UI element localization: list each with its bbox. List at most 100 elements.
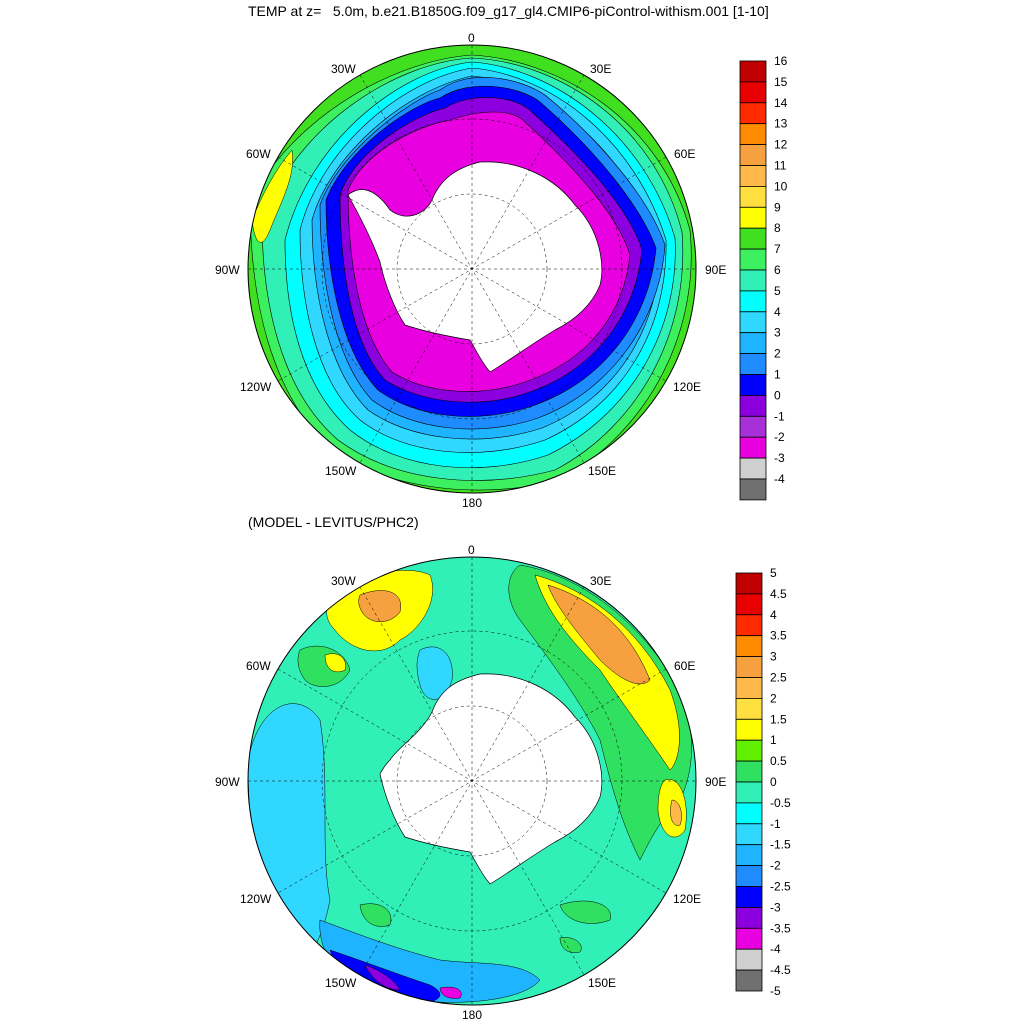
colorbar-box bbox=[739, 102, 767, 125]
lon-label-30w: 30W bbox=[331, 574, 356, 588]
lon-label-30w: 30W bbox=[331, 62, 356, 76]
colorbar-box bbox=[735, 593, 763, 616]
colorbar-box bbox=[735, 907, 763, 929]
lon-label-180: 180 bbox=[462, 496, 483, 510]
colorbar-tick-label: -2.5 bbox=[770, 880, 791, 894]
lon-label-0: 0 bbox=[468, 543, 475, 557]
colorbar-tick-label: 4.5 bbox=[770, 587, 787, 601]
colorbar-box bbox=[735, 760, 763, 783]
colorbar-tick-label: 2 bbox=[774, 347, 781, 361]
colorbar-tick-label: 1.5 bbox=[770, 712, 787, 726]
colorbar-tick-label: -5 bbox=[770, 984, 781, 998]
colorbar-box bbox=[739, 478, 767, 501]
colorbar-box bbox=[739, 311, 767, 334]
lon-label-150e: 150E bbox=[588, 976, 617, 990]
lon-label-60w: 60W bbox=[246, 147, 271, 161]
colorbar-tick-label: 1 bbox=[770, 733, 777, 747]
temperature-map-border bbox=[247, 44, 697, 494]
colorbar-tick-label: 5 bbox=[774, 284, 781, 298]
lon-label-120w: 120W bbox=[240, 380, 272, 394]
colorbar-tick-label: 8 bbox=[774, 221, 781, 235]
colorbar-box bbox=[739, 227, 767, 250]
lon-label-150e: 150E bbox=[588, 464, 617, 478]
colorbar-tick-label: -2 bbox=[770, 859, 781, 873]
colorbar-tick-label: -3.5 bbox=[770, 921, 791, 935]
colorbar-tick-label: -4 bbox=[770, 942, 781, 956]
colorbar-tick-label: -4 bbox=[774, 472, 785, 486]
colorbar-tick-label: -4.5 bbox=[770, 963, 791, 977]
colorbar-tick-label: 13 bbox=[774, 117, 788, 131]
colorbar-box bbox=[735, 969, 763, 992]
colorbar-box bbox=[735, 948, 763, 971]
colorbar-box bbox=[735, 844, 763, 867]
colorbar-tick-label: 0 bbox=[774, 388, 781, 402]
colorbar-box bbox=[739, 394, 767, 417]
lon-label-150w: 150W bbox=[325, 464, 357, 478]
colorbar-box bbox=[735, 823, 763, 846]
colorbar-tick-label: 2 bbox=[770, 691, 777, 705]
lon-label-30e: 30E bbox=[590, 62, 612, 76]
colorbar-tick-label: 9 bbox=[774, 200, 781, 214]
colorbar-tick-label: 4 bbox=[770, 608, 777, 622]
lon-label-180: 180 bbox=[462, 1008, 483, 1022]
colorbar-tick-label: 3 bbox=[770, 650, 777, 664]
colorbar-box bbox=[739, 457, 767, 480]
colorbar-tick-label: 0.5 bbox=[770, 754, 787, 768]
colorbar-box bbox=[735, 572, 763, 595]
colorbar-box bbox=[735, 614, 763, 637]
colorbar-tick-label: -3 bbox=[774, 451, 785, 465]
colorbar-box bbox=[739, 60, 767, 83]
colorbar-box bbox=[735, 739, 763, 762]
lon-label-60e: 60E bbox=[674, 147, 696, 161]
colorbar-tick-label: 0 bbox=[770, 775, 777, 789]
lon-label-0: 0 bbox=[468, 31, 475, 45]
colorbar-box bbox=[735, 781, 763, 804]
colorbar-tick-label: -3 bbox=[770, 900, 781, 914]
lon-label-60e: 60E bbox=[674, 659, 696, 673]
colorbar-tick-label: 5 bbox=[770, 566, 777, 580]
difference-map-border bbox=[247, 556, 697, 1006]
colorbar-tick-label: -0.5 bbox=[770, 796, 791, 810]
colorbar-box bbox=[735, 635, 763, 658]
colorbar-box bbox=[739, 144, 767, 166]
colorbar-tick-label: 10 bbox=[774, 179, 788, 193]
colorbar-tick-label: -1.5 bbox=[770, 838, 791, 852]
colorbar-box bbox=[739, 290, 767, 313]
colorbar-box bbox=[735, 656, 763, 678]
colorbar-tick-label: 4 bbox=[774, 305, 781, 319]
colorbar-box bbox=[735, 927, 763, 950]
colorbar-tick-label: 16 bbox=[774, 54, 788, 68]
colorbar-box bbox=[735, 886, 763, 908]
colorbar-tick-label: 7 bbox=[774, 242, 781, 256]
colorbar-box bbox=[739, 165, 767, 187]
lon-label-90e: 90E bbox=[705, 263, 727, 277]
colorbar-box bbox=[735, 718, 763, 741]
colorbar-tick-label: 1 bbox=[774, 368, 781, 382]
colorbar-tick-label: -1 bbox=[774, 409, 785, 423]
colorbar-tick-label: 6 bbox=[774, 263, 781, 277]
colorbar-box bbox=[739, 436, 767, 459]
colorbar-box bbox=[735, 677, 763, 699]
colorbar-box bbox=[739, 81, 767, 104]
colorbar-box bbox=[739, 269, 767, 292]
colorbar-tick-label: 14 bbox=[774, 96, 788, 110]
difference-map bbox=[248, 557, 696, 1005]
difference-subtitle: (MODEL - LEVITUS/PHC2) bbox=[248, 514, 419, 530]
temperature-map bbox=[248, 45, 696, 493]
colorbar-tick-label: -2 bbox=[774, 430, 785, 444]
lon-label-90w: 90W bbox=[215, 263, 240, 277]
lon-label-60w: 60W bbox=[246, 659, 271, 673]
colorbar-box bbox=[735, 802, 763, 825]
colorbar-tick-label: 2.5 bbox=[770, 671, 787, 685]
colorbar-box bbox=[739, 353, 767, 375]
colorbar-box bbox=[739, 185, 767, 208]
lon-label-120e: 120E bbox=[673, 892, 702, 906]
lon-label-90w: 90W bbox=[215, 775, 240, 789]
colorbar-box bbox=[739, 123, 767, 145]
colorbar-tick-label: 3 bbox=[774, 326, 781, 340]
colorbar-tick-label: 3.5 bbox=[770, 629, 787, 643]
colorbar-box bbox=[735, 698, 763, 720]
colorbar-box bbox=[739, 248, 767, 271]
colorbar-box bbox=[739, 332, 767, 355]
